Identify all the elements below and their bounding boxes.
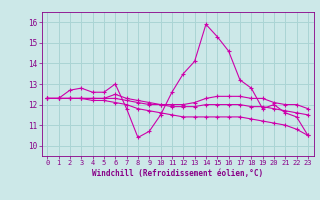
- X-axis label: Windchill (Refroidissement éolien,°C): Windchill (Refroidissement éolien,°C): [92, 169, 263, 178]
